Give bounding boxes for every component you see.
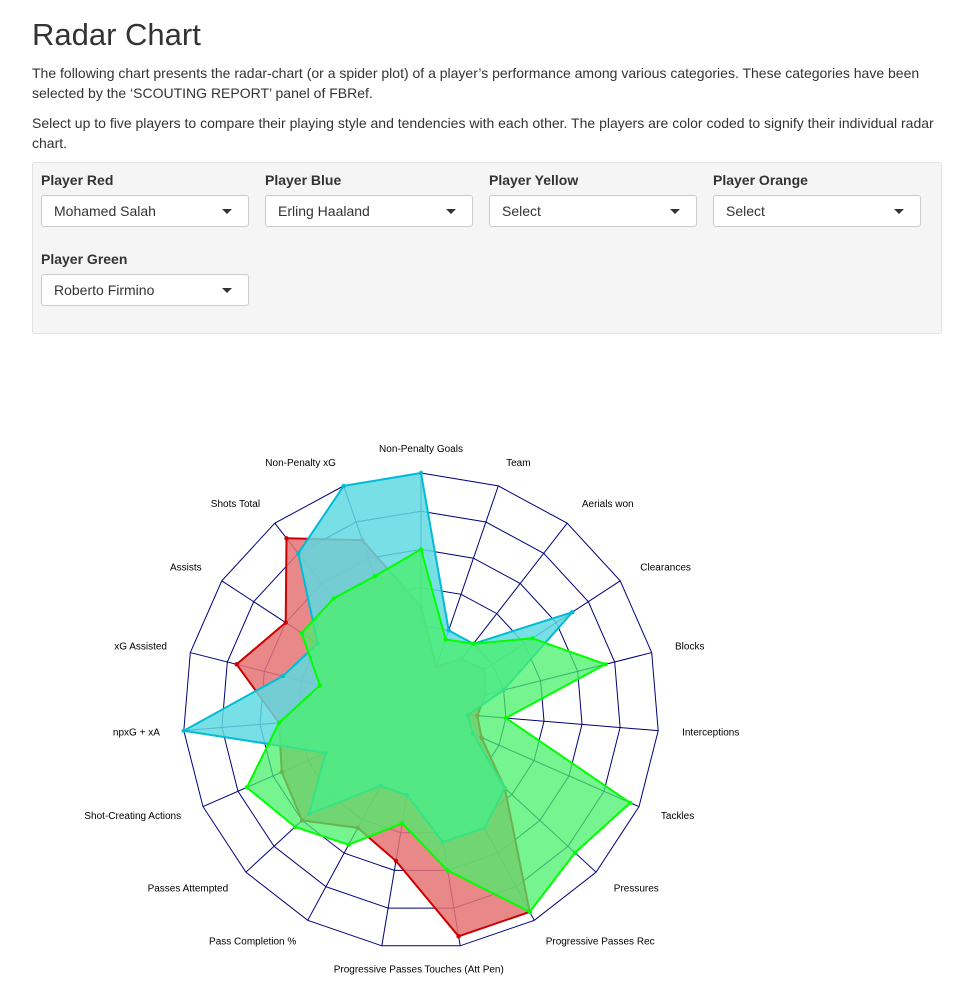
axis-label: Tackles [661,811,694,822]
page-title: Radar Chart [32,17,201,52]
axis-label: Team [506,458,530,469]
axis-label: Shots Total [211,499,260,510]
player-orange-field: Player Orange Select [713,170,921,227]
axis-label: Aerials won [582,499,634,510]
data-point [234,662,239,667]
player-orange-label: Player Orange [713,172,808,188]
player-yellow-select[interactable]: Select [489,195,697,227]
data-point [503,715,509,721]
player-orange-value: Select [726,203,765,219]
player-red-select[interactable]: Mohamed Salah [41,195,249,227]
data-point [570,610,575,615]
data-point [244,785,249,790]
player-green-label: Player Green [41,251,128,267]
data-point [283,620,288,625]
data-point [346,842,351,847]
data-point [393,858,399,864]
data-point [471,641,476,646]
data-point [603,662,608,667]
data-point [418,470,424,476]
axis-label: Non-Penalty Goals [379,444,463,455]
data-point [181,728,186,733]
instructions-text: Select up to five players to compare the… [32,115,934,151]
player-green-select[interactable]: Roberto Firmino [41,274,249,306]
data-point [280,673,286,679]
player-blue-field: Player Blue Erling Haaland [265,170,473,227]
axis-label: Assists [170,563,202,574]
data-point [292,824,298,830]
axis-label: Progressive Passes Rec [546,936,655,947]
data-point [276,720,282,725]
data-point [628,800,633,805]
caret-down-icon [894,209,904,214]
axis-label: npxG + xA [113,728,160,739]
data-point [284,536,289,541]
player-selection-panel: Player Red Mohamed Salah Player Blue Erl… [32,162,942,334]
data-point [299,630,304,636]
axis-label: Pass Completion % [209,936,296,947]
data-point [572,850,578,855]
axis-label: Pressures [614,883,659,894]
data-point [446,628,451,633]
data-point [527,909,532,915]
data-point [400,821,405,826]
data-point [456,934,461,939]
data-point [331,596,336,601]
radar-chart: Non-Penalty Goals Team Aerials won Clearanc… [84,444,739,975]
axis-label: Progressive Passes [334,964,422,975]
player-green-field: Player Green Roberto Firmino [41,249,249,306]
axis-label: Clearances [640,563,691,574]
data-point [445,868,450,873]
data-point [341,483,346,489]
caret-down-icon [222,288,232,293]
caret-down-icon [446,209,456,214]
data-point [443,637,448,642]
player-yellow-label: Player Yellow [489,172,579,188]
series-area [245,548,632,913]
player-red-value: Mohamed Salah [54,203,156,219]
axis-label: Interceptions [682,728,739,739]
grid-ring [221,510,621,909]
axis-label: Non-Penalty xG [265,458,336,469]
data-point [317,683,323,688]
player-red-label: Player Red [41,172,114,188]
data-point [296,551,301,556]
data-point [372,574,377,579]
intro-text: The following chart presents the radar-c… [32,65,920,101]
player-red-field: Player Red Mohamed Salah [41,170,249,227]
player-orange-select[interactable]: Select [713,195,921,227]
player-yellow-field: Player Yellow Select [489,170,697,227]
data-point [418,547,424,552]
player-yellow-value: Select [502,203,541,219]
data-point [530,636,535,641]
player-blue-value: Erling Haaland [278,203,370,219]
player-blue-label: Player Blue [265,172,342,188]
player-green-value: Roberto Firmino [54,282,155,298]
player-blue-select[interactable]: Erling Haaland [265,195,473,227]
axis-label: Shot-Creating Actions [84,811,181,822]
caret-down-icon [670,209,680,214]
axis-label: xG Assisted [114,642,167,653]
radar-axis-labels: Non-Penalty Goals Team Aerials won Clearanc… [84,444,739,975]
radar-series [181,470,633,939]
axis-label: Touches (Att Pen) [424,964,503,975]
axis-label: Passes Attempted [148,883,229,894]
caret-down-icon [222,209,232,214]
axis-label: Blocks [675,642,704,653]
grid-ring [183,472,659,947]
